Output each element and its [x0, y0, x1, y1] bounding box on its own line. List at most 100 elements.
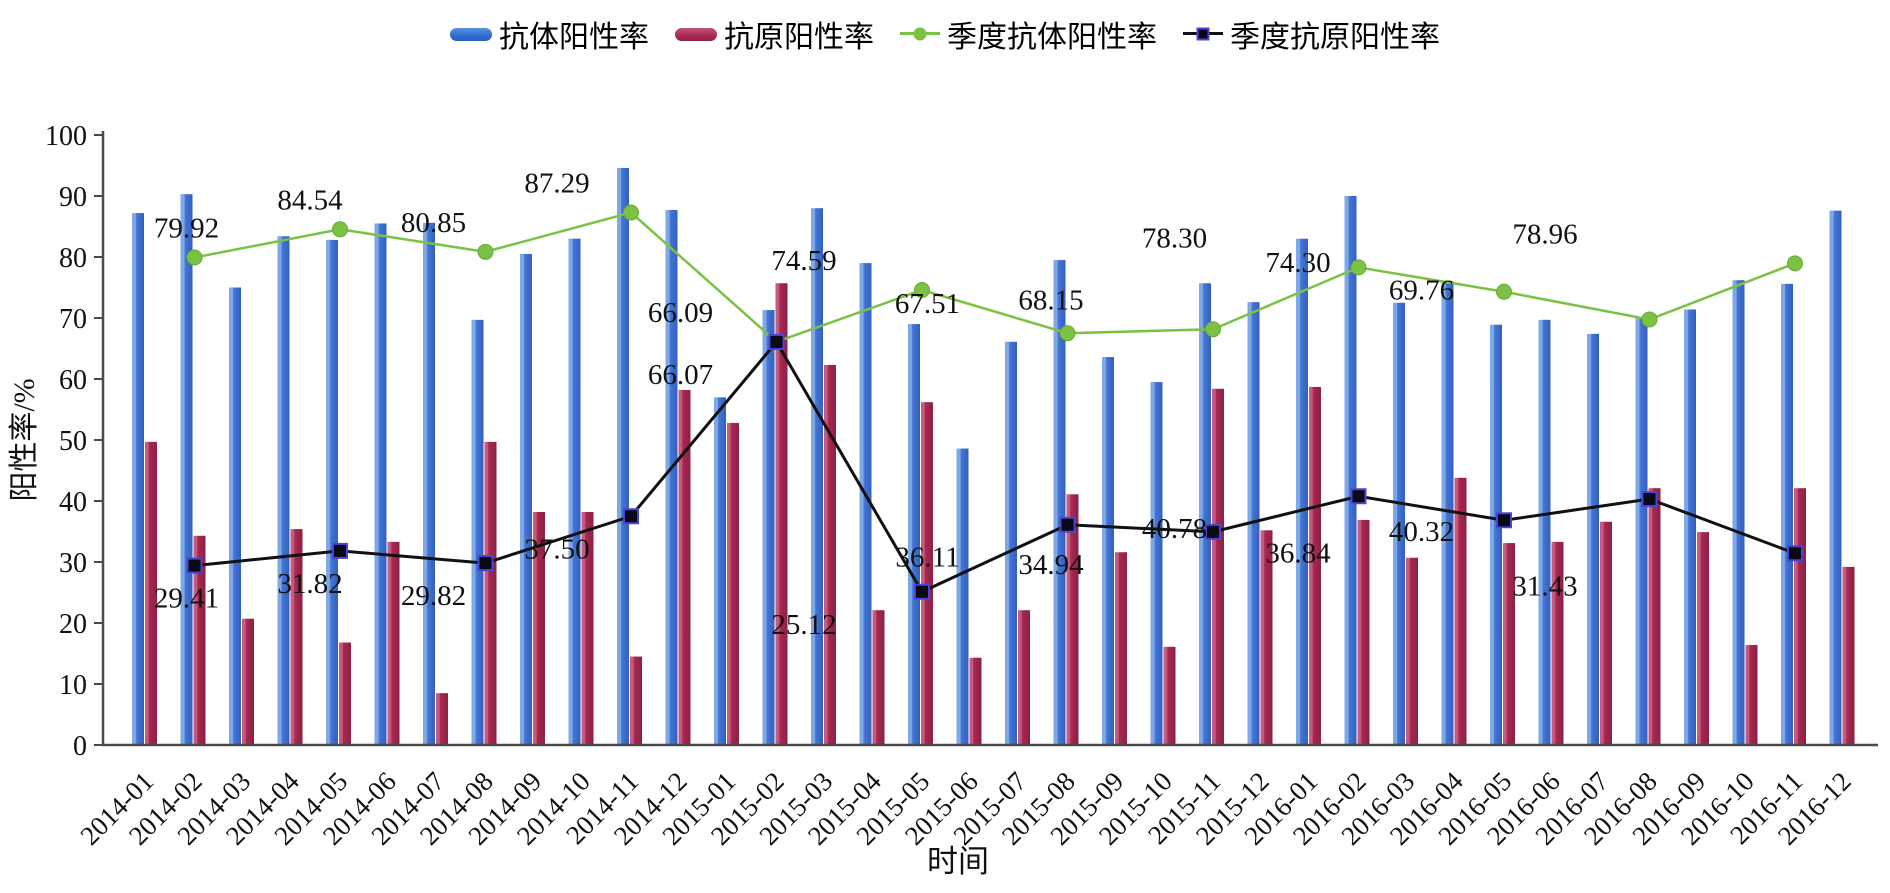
antigen-bar: [1357, 519, 1370, 745]
black-line-marker-icon: [1183, 26, 1223, 42]
square-marker: [332, 542, 348, 559]
circle-marker: [186, 249, 203, 266]
antibody-bar: [1102, 357, 1114, 745]
circle-marker: [1059, 325, 1076, 342]
antigen-bar: [1115, 552, 1127, 745]
antigen-bar: [1697, 532, 1709, 745]
antigen-bar: [1406, 557, 1418, 745]
y-tick-label: 60: [59, 365, 87, 396]
antigen-bar: [678, 389, 691, 745]
y-axis-title: 阳性率/%: [8, 378, 41, 501]
y-tick-label: 10: [59, 670, 87, 701]
antibody-bar: [423, 222, 435, 746]
square-marker: [1205, 523, 1221, 540]
antibody-bar: [762, 310, 775, 745]
square-marker: [186, 557, 203, 574]
quarterly-value-label: 80.85: [401, 207, 466, 239]
antigen-bar: [727, 422, 739, 745]
quarterly-value-label: 37.50: [524, 533, 589, 565]
y-tick-label: 20: [59, 609, 87, 640]
antibody-bar: [1247, 302, 1260, 745]
chart-legend: 抗体阳性率 抗原阳性率 季度抗体阳性率 季度抗原阳性率: [0, 12, 1890, 56]
antibody-bar: [714, 397, 726, 745]
antigen-bar: [1648, 488, 1661, 745]
antibody-bar: [1296, 238, 1308, 745]
antigen-bar: [1600, 521, 1612, 745]
antibody-bar: [229, 287, 241, 745]
legend-item-antigen: 抗原阳性率: [675, 12, 874, 56]
square-marker: [768, 333, 785, 350]
circle-marker: [914, 282, 930, 299]
quarterly-value-label: 31.82: [277, 568, 342, 600]
antibody-bar: [956, 448, 969, 745]
antigen-bar: [1503, 543, 1515, 745]
y-tick-label: 100: [45, 121, 87, 152]
antibody-bar: [1441, 281, 1454, 745]
quarterly-value-label: 79.92: [154, 212, 219, 244]
legend-label-quarterly-antibody: 季度抗体阳性率: [947, 21, 1157, 54]
quarterly-value-label: 74.30: [1265, 247, 1330, 279]
antigen-bar: [824, 364, 836, 745]
antibody-bar: [277, 236, 290, 745]
antigen-bar: [1163, 646, 1176, 745]
legend-label-quarterly-antigen: 季度抗原阳性率: [1230, 21, 1440, 54]
quarterly-value-label: 84.54: [277, 184, 343, 216]
quarterly-value-label: 68.15: [1018, 284, 1083, 316]
antibody-bar: [617, 167, 629, 745]
circle-marker: [332, 221, 348, 238]
quarterly-value-label: 29.82: [401, 580, 466, 612]
antibody-bar: [665, 210, 678, 745]
red-bar-swatch-icon: [675, 27, 717, 41]
quarterly-value-label: 40.32: [1389, 516, 1454, 548]
quarterly-value-label: 67.51: [895, 288, 960, 320]
quarterly-antibody-line: [194, 211, 1796, 344]
legend-item-quarterly-antibody: 季度抗体阳性率: [900, 12, 1157, 56]
antigen-bar: [775, 283, 788, 745]
green-line-marker-icon: [900, 26, 940, 42]
antibody-bar: [1150, 382, 1163, 745]
antibody-bar: [568, 238, 581, 745]
antigen-bar: [630, 656, 642, 745]
antibody-bar: [1393, 302, 1405, 745]
antigen-bar: [969, 657, 982, 745]
legend-item-antibody: 抗体阳性率: [450, 12, 649, 56]
square-marker: [1496, 512, 1512, 529]
antigen-bar: [581, 511, 594, 745]
antibody-bar: [1732, 280, 1745, 745]
antibody-bar: [1199, 283, 1211, 745]
antigen-bar: [387, 541, 400, 745]
circle-marker: [1350, 259, 1367, 276]
antibody-bar: [1053, 260, 1066, 745]
antigen-bar: [1260, 530, 1273, 745]
antibody-bar: [1829, 210, 1842, 745]
y-tick-label: 90: [59, 182, 87, 213]
square-marker: [914, 583, 930, 600]
legend-label-antibody: 抗体阳性率: [499, 21, 649, 54]
antigen-bar: [921, 402, 933, 745]
quarterly-value-label: 78.30: [1142, 222, 1207, 254]
antigen-bar: [193, 535, 206, 745]
antigen-bar: [290, 529, 303, 745]
quarterly-value-label: 40.78: [1142, 513, 1207, 545]
x-axis-title: 时间: [927, 844, 989, 879]
antibody-bar: [471, 319, 484, 745]
square-marker: [1641, 491, 1658, 508]
circle-marker: [1496, 283, 1512, 300]
data-labels-layer: 79.92 84.54 80.85 87.29 66.09 74.59 67.51 68.15…: [154, 168, 1578, 641]
antigen-bar: [436, 693, 448, 745]
circle-marker: [1787, 255, 1803, 272]
antigen-bar: [1309, 386, 1321, 745]
y-tick-label: 40: [59, 487, 87, 518]
antibody-bar: [520, 253, 532, 745]
quarterly-value-label: 87.29: [524, 168, 589, 200]
quarterly-value-label: 66.07: [648, 359, 713, 391]
antibody-bar: [1490, 324, 1502, 745]
circle-marker: [623, 204, 639, 221]
y-tick-label: 50: [59, 426, 87, 457]
circle-marker: [1205, 321, 1221, 338]
antigen-bar: [1551, 541, 1564, 745]
antibody-bar: [180, 194, 193, 746]
quarterly-value-label: 25.12: [771, 609, 836, 641]
antigen-bar: [1018, 610, 1030, 745]
